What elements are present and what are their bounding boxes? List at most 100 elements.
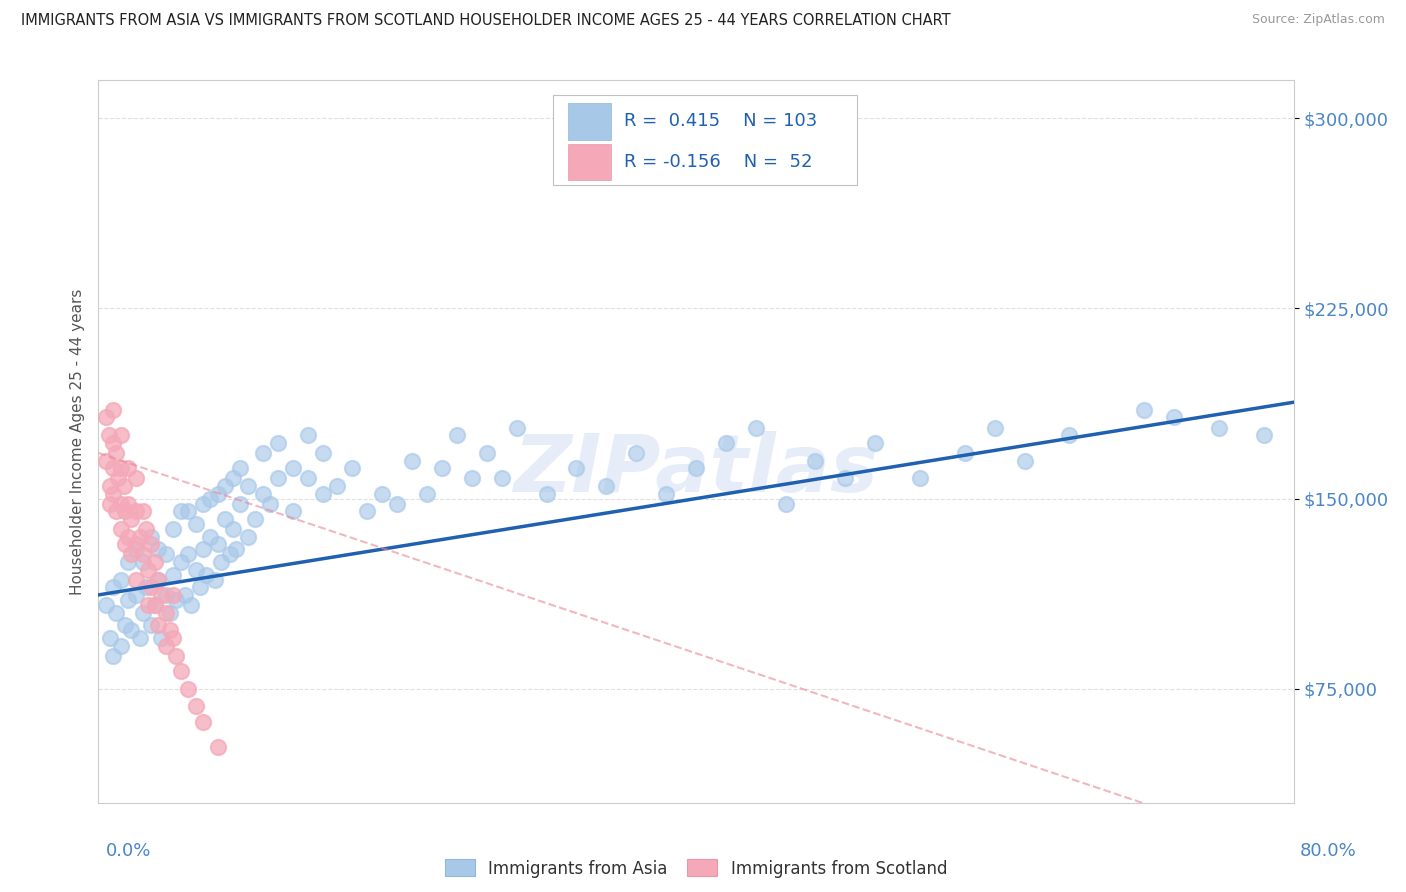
Point (165, 648, 187, 663)
Point (117, 497, 139, 511)
Point (114, 537, 136, 551)
Text: IMMIGRANTS FROM ASIA VS IMMIGRANTS FROM SCOTLAND HOUSEHOLDER INCOME AGES 25 - 44: IMMIGRANTS FROM ASIA VS IMMIGRANTS FROM … (21, 13, 950, 29)
Text: Source: ZipAtlas.com: Source: ZipAtlas.com (1251, 13, 1385, 27)
Point (225, 542, 247, 557)
Point (401, 453, 423, 467)
Point (110, 428, 132, 442)
Point (136, 598, 159, 612)
Point (129, 530, 152, 544)
Point (94, 453, 117, 467)
Point (103, 580, 125, 594)
Point (148, 573, 170, 587)
Legend: Immigrants from Asia, Immigrants from Scotland: Immigrants from Asia, Immigrants from Sc… (444, 859, 948, 878)
Point (1133, 402, 1156, 417)
Point (267, 471, 290, 485)
Point (222, 471, 245, 485)
Point (236, 479, 259, 493)
FancyBboxPatch shape (568, 103, 612, 140)
Point (103, 435, 125, 450)
Point (655, 486, 678, 500)
Point (259, 497, 281, 511)
Point (200, 530, 222, 544)
Point (169, 555, 191, 569)
Point (311, 486, 333, 500)
Point (120, 547, 142, 561)
FancyBboxPatch shape (568, 144, 612, 180)
Point (107, 471, 129, 485)
Point (162, 588, 184, 602)
Point (184, 563, 207, 577)
Point (155, 588, 177, 602)
Point (775, 497, 797, 511)
Point (135, 580, 157, 594)
Point (98, 497, 122, 511)
Point (214, 512, 236, 526)
Point (297, 428, 319, 442)
Point (159, 606, 181, 620)
Point (430, 461, 453, 475)
Point (162, 567, 184, 582)
Point (150, 588, 173, 602)
Point (110, 497, 132, 511)
Point (1059, 428, 1081, 442)
Point (685, 461, 707, 475)
Point (267, 435, 290, 450)
Point (132, 504, 155, 518)
Point (125, 537, 148, 551)
Point (214, 479, 236, 493)
Point (120, 624, 142, 638)
Point (162, 522, 184, 536)
Point (177, 504, 200, 518)
Point (342, 461, 364, 475)
Point (834, 471, 856, 485)
Point (139, 618, 162, 632)
Point (191, 714, 214, 729)
Point (1253, 428, 1275, 442)
Point (94, 598, 117, 612)
Point (191, 497, 214, 511)
Point (132, 555, 155, 569)
Point (103, 486, 125, 500)
Point (125, 542, 148, 557)
Point (105, 446, 128, 460)
Point (200, 491, 222, 506)
Point (281, 461, 304, 475)
Y-axis label: Householder Income Ages 25 - 44 years: Householder Income Ages 25 - 44 years (69, 288, 84, 595)
Point (1208, 420, 1230, 434)
FancyBboxPatch shape (553, 95, 858, 185)
Point (125, 504, 148, 518)
Point (98, 631, 122, 645)
Point (94, 410, 117, 425)
Point (103, 648, 125, 663)
Point (169, 664, 191, 678)
Text: R = -0.156    N =  52: R = -0.156 N = 52 (624, 153, 813, 171)
Point (536, 486, 558, 500)
Point (177, 681, 200, 696)
Point (103, 461, 125, 475)
Point (139, 530, 162, 544)
Point (174, 588, 197, 602)
Point (132, 547, 155, 561)
Point (177, 547, 200, 561)
Point (204, 573, 226, 587)
Point (252, 486, 274, 500)
Point (162, 631, 184, 645)
Point (125, 588, 148, 602)
Point (188, 580, 211, 594)
Point (105, 606, 128, 620)
Point (112, 479, 135, 493)
Point (150, 631, 173, 645)
Point (207, 486, 229, 500)
Point (475, 446, 498, 460)
Point (125, 471, 148, 485)
Point (117, 530, 139, 544)
Point (135, 522, 157, 536)
Point (105, 504, 128, 518)
Point (195, 567, 218, 582)
Point (98, 479, 122, 493)
Point (110, 461, 132, 475)
Point (207, 537, 229, 551)
Point (143, 598, 166, 612)
Point (714, 435, 737, 450)
Point (371, 486, 394, 500)
